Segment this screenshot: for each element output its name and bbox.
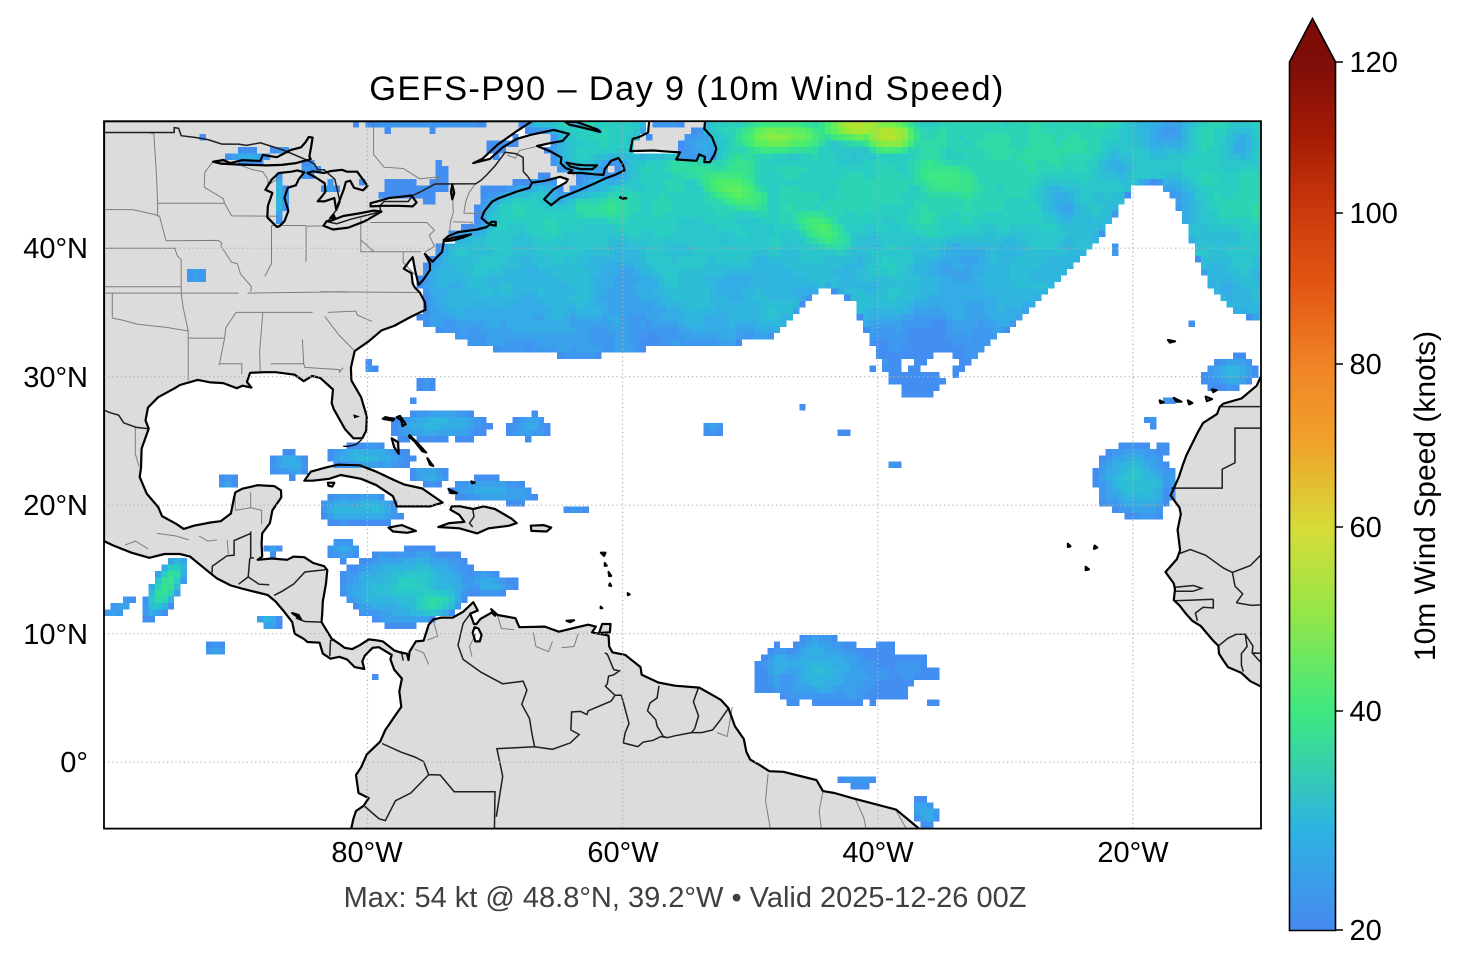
svg-text:40°N: 40°N (23, 233, 88, 265)
svg-text:80: 80 (1350, 349, 1382, 381)
svg-text:10m Wind Speed (knots): 10m Wind Speed (knots) (1409, 331, 1442, 661)
svg-text:120: 120 (1350, 47, 1398, 79)
svg-text:20°N: 20°N (23, 490, 88, 522)
svg-text:10°N: 10°N (23, 619, 88, 651)
svg-text:GEFS-P90 – Day 9 (10m Wind Spe: GEFS-P90 – Day 9 (10m Wind Speed) (369, 70, 1004, 108)
svg-text:100: 100 (1350, 198, 1398, 230)
svg-text:40: 40 (1350, 696, 1382, 728)
svg-text:80°W: 80°W (331, 837, 403, 869)
svg-text:Max: 54 kt @ 48.8°N, 39.2°W •: Max: 54 kt @ 48.8°N, 39.2°W • Valid 2025… (344, 882, 1027, 914)
svg-text:30°N: 30°N (23, 362, 88, 394)
svg-text:40°W: 40°W (842, 837, 914, 869)
svg-text:20: 20 (1350, 915, 1382, 947)
svg-text:60°W: 60°W (587, 837, 659, 869)
svg-text:60: 60 (1350, 512, 1382, 544)
svg-text:20°W: 20°W (1097, 837, 1169, 869)
svg-text:0°: 0° (60, 747, 88, 779)
